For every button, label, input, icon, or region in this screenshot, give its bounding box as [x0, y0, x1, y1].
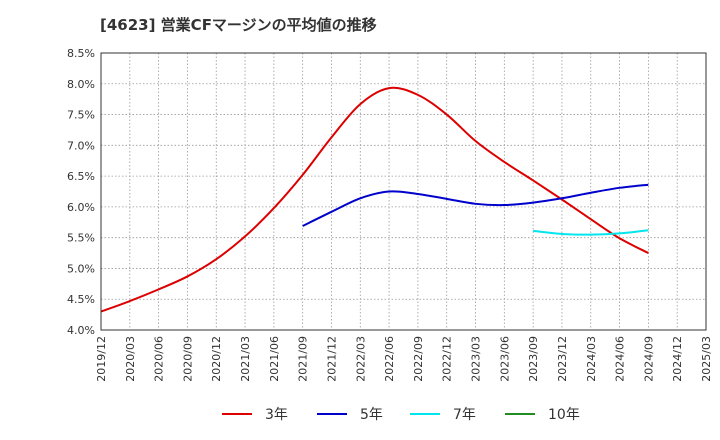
- legend-label: 10年: [548, 407, 580, 423]
- x-tick-label: 2021/06: [268, 336, 281, 382]
- y-tick-label: 8.5%: [67, 47, 95, 60]
- x-tick-label: 2020/03: [124, 336, 137, 382]
- x-tick-label: 2022/03: [354, 336, 367, 382]
- x-tick-label: 2024/06: [614, 336, 627, 382]
- x-tick-label: 2021/09: [297, 336, 310, 382]
- x-tick-label: 2023/09: [527, 336, 540, 382]
- series-line: [533, 229, 649, 236]
- x-tick-label: 2020/12: [210, 336, 223, 382]
- series-lines: [100, 86, 649, 313]
- legend-label: 3年: [265, 407, 288, 423]
- x-tick-label: 2019/12: [95, 336, 108, 382]
- y-axis-ticks: 4.0% 4.5% 5.0% 5.5% 6.0% 6.5% 7.0% 7.5% 8.0% 8.5%: [67, 47, 95, 337]
- x-tick-label: 2020/09: [181, 336, 194, 382]
- x-tick-label: 2023/03: [470, 336, 483, 382]
- x-tick-label: 2024/12: [671, 336, 684, 382]
- y-tick-label: 5.0%: [67, 262, 95, 275]
- x-tick-label: 2022/09: [412, 336, 425, 382]
- x-tick-label: 2024/03: [585, 336, 598, 382]
- y-tick-label: 6.0%: [67, 201, 95, 214]
- y-tick-label: 6.5%: [67, 170, 95, 183]
- legend: 3年 5年 7年 10年: [222, 407, 580, 423]
- legend-label: 7年: [453, 407, 476, 423]
- grid: [101, 53, 706, 330]
- x-tick-label: 2021/12: [325, 336, 338, 382]
- series-line: [302, 183, 649, 227]
- x-tick-label: 2022/12: [441, 336, 454, 382]
- y-tick-label: 8.0%: [67, 78, 95, 91]
- x-tick-label: 2022/06: [383, 336, 396, 382]
- x-tick-label: 2023/12: [556, 336, 569, 382]
- series-line: [100, 86, 649, 313]
- plot-border: [100, 52, 707, 331]
- x-tick-label: 2023/06: [498, 336, 511, 382]
- y-tick-label: 7.0%: [67, 139, 95, 152]
- y-tick-label: 7.5%: [67, 109, 95, 122]
- x-tick-label: 2020/06: [153, 336, 166, 382]
- legend-label: 5年: [360, 407, 383, 423]
- x-tick-label: 2024/09: [642, 336, 655, 382]
- x-tick-label: 2025/03: [700, 336, 713, 382]
- x-axis-ticks: 2019/12 2020/03 2020/06 2020/09 2020/12 2021/…: [95, 336, 713, 382]
- y-tick-label: 4.0%: [67, 324, 95, 337]
- y-tick-label: 5.5%: [67, 232, 95, 245]
- y-tick-label: 4.5%: [67, 293, 95, 306]
- chart-title: [4623] 営業CFマージンの平均値の推移: [100, 16, 377, 34]
- x-tick-label: 2021/03: [239, 336, 252, 382]
